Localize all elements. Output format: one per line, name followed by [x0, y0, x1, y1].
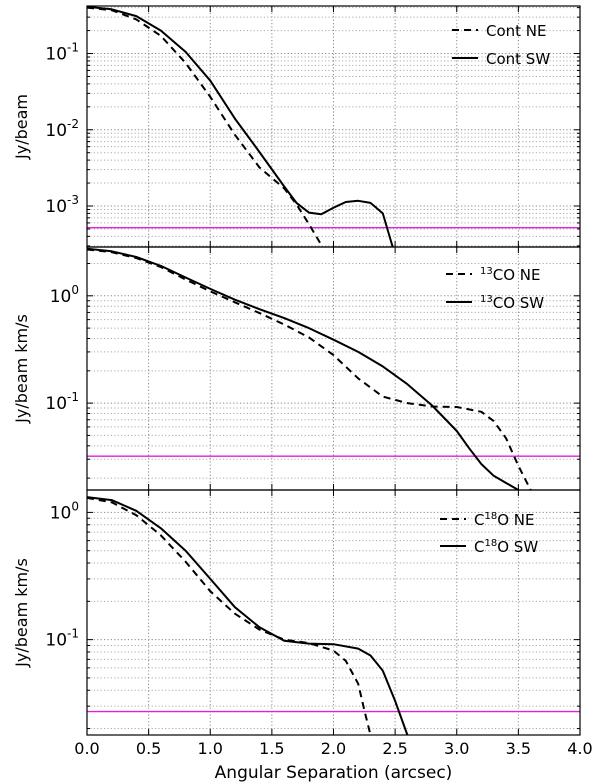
- y-tick-exponent: -2: [67, 117, 79, 131]
- y-tick-label: 100: [50, 499, 79, 523]
- y-tick-exponent: -1: [67, 390, 79, 404]
- x-tick-label: 1.0: [198, 739, 223, 758]
- legend-name: Cont NE: [486, 22, 547, 40]
- y-tick-base: 10: [45, 394, 67, 414]
- y-tick-label: 10-3: [45, 193, 79, 217]
- y-tick-exponent: 0: [71, 499, 79, 513]
- legend-prefix: C: [474, 538, 484, 556]
- legend-superscript: 18: [484, 511, 497, 522]
- y-tick-exponent: -3: [67, 193, 79, 207]
- legend-label: 13CO NE: [480, 266, 540, 284]
- legend-superscript: 13: [480, 294, 493, 305]
- series-line-dashed: [87, 496, 372, 735]
- series-line-solid: [87, 247, 519, 490]
- y-tick-base: 10: [45, 197, 67, 217]
- legend-label: 13CO SW: [480, 294, 544, 312]
- legend-superscript: 13: [480, 266, 493, 277]
- y-tick-label: 10-2: [45, 117, 79, 141]
- x-tick-label: 3.0: [444, 739, 469, 758]
- y-tick-base: 10: [50, 287, 72, 307]
- legend-label: Cont NE: [486, 22, 547, 40]
- legend-superscript: 18: [484, 538, 497, 549]
- y-tick-base: 10: [45, 121, 67, 141]
- series-line-solid: [87, 6, 394, 247]
- x-tick-label: 1.5: [259, 739, 284, 758]
- y-axis-label: Jy/beam km/s: [12, 314, 31, 424]
- x-tick-label: 4.0: [567, 739, 592, 758]
- legend-label: C18O SW: [474, 538, 538, 556]
- legend-name: O NE: [497, 511, 534, 529]
- y-tick-exponent: -1: [67, 627, 79, 641]
- x-tick-label: 2.5: [382, 739, 407, 758]
- y-tick-base: 10: [45, 631, 67, 651]
- y-tick-label: 10-1: [45, 41, 79, 65]
- x-tick-label: 0.5: [136, 739, 161, 758]
- y-tick-exponent: -1: [67, 41, 79, 55]
- series-line-dashed: [87, 248, 532, 490]
- legend-name: CO NE: [493, 266, 541, 284]
- x-axis-label: Angular Separation (arcsec): [215, 763, 453, 783]
- y-tick-label: 100: [50, 283, 79, 307]
- y-tick-base: 10: [50, 503, 72, 523]
- y-axis-label: Jy/beam km/s: [12, 558, 31, 668]
- panel-frame: [86, 489, 581, 736]
- legend-name: Cont SW: [486, 50, 550, 68]
- legend-label: Cont SW: [486, 50, 550, 68]
- legend-label: C18O NE: [474, 511, 535, 529]
- legend-name: CO SW: [493, 294, 545, 312]
- y-tick-label: 10-1: [45, 627, 79, 651]
- y-tick-exponent: 0: [71, 283, 79, 297]
- y-tick-base: 10: [45, 45, 67, 65]
- y-axis-label: Jy/beam: [12, 94, 31, 160]
- series-line-dashed: [87, 6, 323, 246]
- x-tick-label: 0.0: [74, 739, 99, 758]
- y-tick-label: 10-1: [45, 390, 79, 414]
- legend-name: O SW: [497, 538, 538, 556]
- x-tick-label: 2.0: [321, 739, 346, 758]
- legend-prefix: C: [474, 511, 484, 529]
- series-line-solid: [87, 496, 409, 735]
- x-tick-label: 3.5: [506, 739, 531, 758]
